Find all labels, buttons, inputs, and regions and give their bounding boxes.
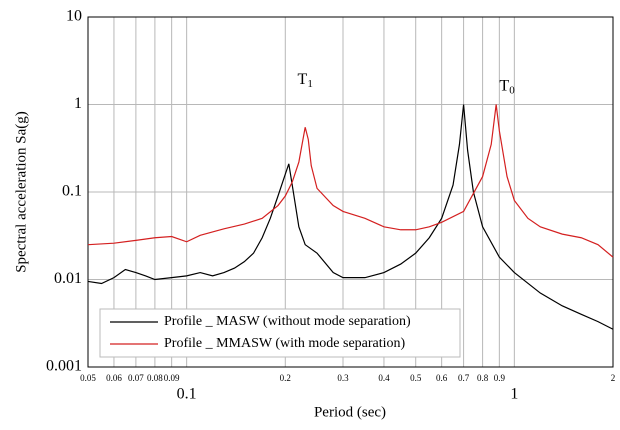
x-tick-label: 0.1 xyxy=(177,386,197,403)
legend-box xyxy=(99,308,461,358)
annotation: T0 xyxy=(499,77,515,96)
annotation-subscript: 0 xyxy=(509,84,515,96)
x-tick-label: 0.08 xyxy=(147,373,163,383)
annotation-subscript: 1 xyxy=(307,78,313,90)
x-tick-label: 0.09 xyxy=(164,373,180,383)
y-tick-label: 0.001 xyxy=(46,358,82,375)
x-tick-label: 0.4 xyxy=(378,373,390,383)
legend-label: Profile _ MMASW (with mode separation) xyxy=(164,336,406,351)
annotation-text: T xyxy=(499,77,509,94)
x-tick-label: 0.3 xyxy=(337,373,349,383)
line-series xyxy=(87,104,614,330)
x-tick-label: 0.5 xyxy=(410,373,422,383)
plot-frame xyxy=(87,16,614,368)
x-tick-label: 0.9 xyxy=(494,373,506,383)
x-axis-label: Period (sec) xyxy=(314,404,386,420)
x-tick-label: 2 xyxy=(611,373,616,383)
x-tick-label: 1 xyxy=(510,386,518,403)
y-axis-label: Spectral acceleration Sa(g) xyxy=(13,111,29,273)
x-tick-label: 0.05 xyxy=(80,373,96,383)
annotation: T1 xyxy=(298,71,313,90)
legend-label: Profile _ MASW (without mode separation) xyxy=(164,314,411,329)
line-series xyxy=(87,104,614,258)
x-tick-label: 0.06 xyxy=(106,373,122,383)
annotation-text: T xyxy=(298,71,308,88)
y-tick-label: 0.01 xyxy=(54,270,82,287)
x-tick-label: 0.2 xyxy=(280,373,291,383)
y-tick-label: 0.1 xyxy=(62,183,82,200)
y-tick-label: 10 xyxy=(66,8,82,25)
x-tick-label: 0.07 xyxy=(128,373,144,383)
x-tick-label: 0.6 xyxy=(436,373,448,383)
x-tick-label: 0.8 xyxy=(477,373,489,383)
x-tick-label: 0.7 xyxy=(458,373,470,383)
y-tick-label: 1 xyxy=(74,95,82,112)
